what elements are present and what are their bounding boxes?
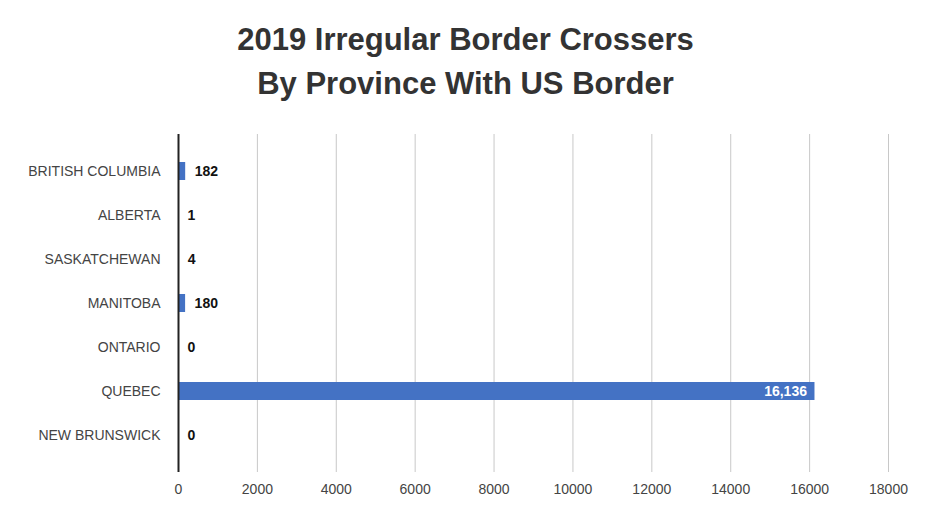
svg-text:0: 0 <box>188 427 196 443</box>
svg-text:182: 182 <box>195 163 219 179</box>
svg-text:2000: 2000 <box>242 481 273 497</box>
svg-text:18000: 18000 <box>869 481 908 497</box>
svg-text:6000: 6000 <box>400 481 431 497</box>
svg-text:BRITISH COLUMBIA: BRITISH COLUMBIA <box>28 163 161 179</box>
svg-text:1: 1 <box>188 207 196 223</box>
svg-text:16000: 16000 <box>790 481 829 497</box>
svg-text:10000: 10000 <box>553 481 592 497</box>
svg-text:0: 0 <box>175 481 183 497</box>
svg-text:14000: 14000 <box>711 481 750 497</box>
svg-text:ALBERTA: ALBERTA <box>98 207 161 223</box>
svg-text:12000: 12000 <box>632 481 671 497</box>
svg-text:180: 180 <box>195 295 219 311</box>
html-text:2019 Irregular Border Crossers: 2019 Irregular Border Crossers By Provin… <box>237 22 694 101</box>
svg-text:QUEBEC: QUEBEC <box>101 383 160 399</box>
svg-text:SASKATCHEWAN: SASKATCHEWAN <box>45 251 161 267</box>
svg-text:NEW BRUNSWICK: NEW BRUNSWICK <box>38 427 161 443</box>
svg-text:ONTARIO: ONTARIO <box>98 339 161 355</box>
svg-text:MANITOBA: MANITOBA <box>88 295 162 311</box>
svg-text:4000: 4000 <box>321 481 352 497</box>
svg-text:16,136: 16,136 <box>764 383 807 399</box>
svg-text:0: 0 <box>188 339 196 355</box>
svg-text:8000: 8000 <box>478 481 509 497</box>
svg-text:4: 4 <box>188 251 196 267</box>
